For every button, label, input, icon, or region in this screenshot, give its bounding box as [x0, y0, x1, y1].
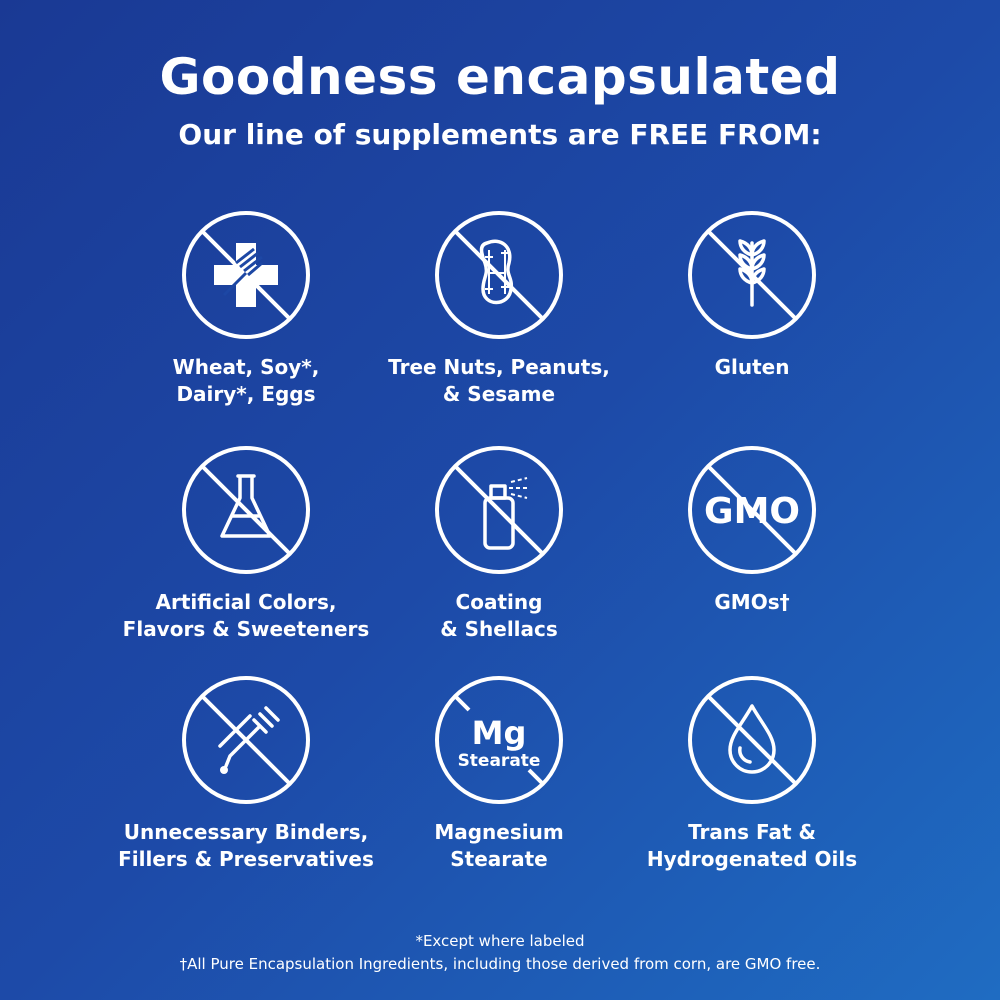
item-label: GMOs†	[714, 590, 790, 614]
item-label: Unnecessary Binders, Fillers & Preservat…	[118, 820, 374, 871]
svg-text:Stearate: Stearate	[458, 751, 541, 771]
page-title: Goodness encapsulated	[159, 48, 841, 106]
item-label: Gluten	[714, 355, 790, 379]
item-label: Tree Nuts, Peanuts, & Sesame	[388, 355, 610, 406]
spray-can-icon	[435, 446, 563, 574]
free-from-item: Wheat, Soy*, Dairy*, Eggs	[96, 210, 396, 408]
page-subtitle: Our line of supplements are FREE FROM:	[178, 118, 822, 151]
free-from-item: Mg Stearate Magnesium Stearate	[349, 675, 649, 873]
item-label: Magnesium Stearate	[434, 820, 564, 871]
svg-text:Mg: Mg	[472, 714, 527, 752]
flask-icon	[182, 446, 310, 574]
gmo-icon: GMO	[688, 446, 816, 574]
free-from-item: Trans Fat & Hydrogenated Oils	[602, 675, 902, 873]
free-from-item: Gluten	[602, 210, 902, 381]
peanut-icon	[435, 211, 563, 339]
footnote-except: *Except where labeled	[415, 932, 585, 950]
item-label: Artificial Colors, Flavors & Sweeteners	[122, 590, 370, 641]
allergen-cross-fork-icon	[182, 211, 310, 339]
item-label: Coating & Shellacs	[440, 590, 558, 641]
gmo-icon-text: GMO	[704, 491, 800, 532]
oil-drop-icon	[688, 676, 816, 804]
free-from-item: Unnecessary Binders, Fillers & Preservat…	[96, 675, 396, 873]
free-from-item: Tree Nuts, Peanuts, & Sesame	[349, 210, 649, 408]
dropper-icon	[182, 676, 310, 804]
wheat-icon	[688, 211, 816, 339]
free-from-item: Coating & Shellacs	[349, 445, 649, 643]
free-from-item: Artificial Colors, Flavors & Sweeteners	[96, 445, 396, 643]
item-label: Trans Fat & Hydrogenated Oils	[646, 820, 858, 871]
free-from-item: GMO GMOs†	[602, 445, 902, 616]
item-label: Wheat, Soy*, Dairy*, Eggs	[172, 355, 320, 406]
footnote-gmo: †All Pure Encapsulation Ingredients, inc…	[179, 955, 821, 973]
